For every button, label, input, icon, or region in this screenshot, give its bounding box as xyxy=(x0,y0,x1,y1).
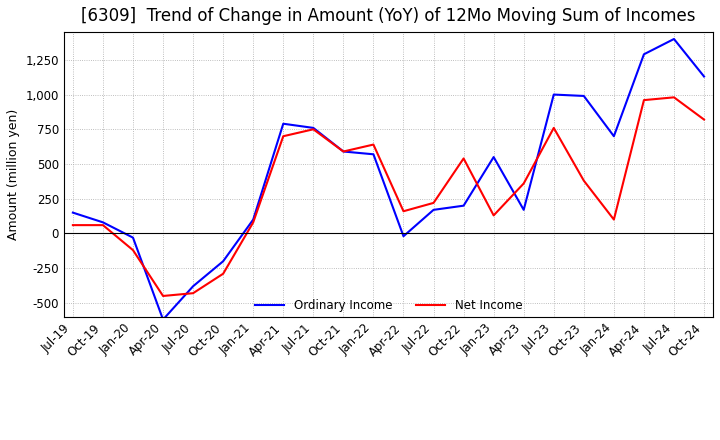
Ordinary Income xyxy=(99,220,107,225)
Net Income xyxy=(700,117,708,122)
Net Income xyxy=(129,247,138,253)
Net Income xyxy=(99,223,107,228)
Net Income xyxy=(490,213,498,218)
Ordinary Income xyxy=(459,203,468,208)
Ordinary Income xyxy=(670,37,678,42)
Net Income xyxy=(158,293,167,299)
Ordinary Income xyxy=(700,74,708,79)
Ordinary Income xyxy=(129,235,138,240)
Ordinary Income xyxy=(369,152,378,157)
Ordinary Income xyxy=(189,284,197,289)
Net Income xyxy=(429,200,438,205)
Net Income xyxy=(309,127,318,132)
Ordinary Income xyxy=(339,149,348,154)
Ordinary Income xyxy=(219,259,228,264)
Net Income xyxy=(219,271,228,276)
Ordinary Income xyxy=(610,134,618,139)
Y-axis label: Amount (million yen): Amount (million yen) xyxy=(7,109,20,240)
Ordinary Income xyxy=(429,207,438,213)
Net Income xyxy=(399,209,408,214)
Ordinary Income xyxy=(158,317,167,322)
Ordinary Income xyxy=(639,51,648,57)
Ordinary Income xyxy=(68,210,77,215)
Ordinary Income xyxy=(549,92,558,97)
Net Income xyxy=(519,181,528,186)
Ordinary Income xyxy=(399,234,408,239)
Line: Ordinary Income: Ordinary Income xyxy=(73,39,704,319)
Net Income xyxy=(68,223,77,228)
Net Income xyxy=(639,98,648,103)
Ordinary Income xyxy=(490,154,498,160)
Line: Net Income: Net Income xyxy=(73,97,704,296)
Ordinary Income xyxy=(309,125,318,131)
Net Income xyxy=(670,95,678,100)
Net Income xyxy=(249,220,258,225)
Net Income xyxy=(279,134,287,139)
Net Income xyxy=(610,217,618,222)
Net Income xyxy=(189,290,197,296)
Ordinary Income xyxy=(580,93,588,99)
Net Income xyxy=(339,149,348,154)
Legend: Ordinary Income, Net Income: Ordinary Income, Net Income xyxy=(250,294,527,317)
Net Income xyxy=(549,125,558,131)
Ordinary Income xyxy=(279,121,287,126)
Net Income xyxy=(459,156,468,161)
Net Income xyxy=(369,142,378,147)
Ordinary Income xyxy=(519,207,528,213)
Net Income xyxy=(580,178,588,183)
Ordinary Income xyxy=(249,217,258,222)
Title: [6309]  Trend of Change in Amount (YoY) of 12Mo Moving Sum of Incomes: [6309] Trend of Change in Amount (YoY) o… xyxy=(81,7,696,25)
